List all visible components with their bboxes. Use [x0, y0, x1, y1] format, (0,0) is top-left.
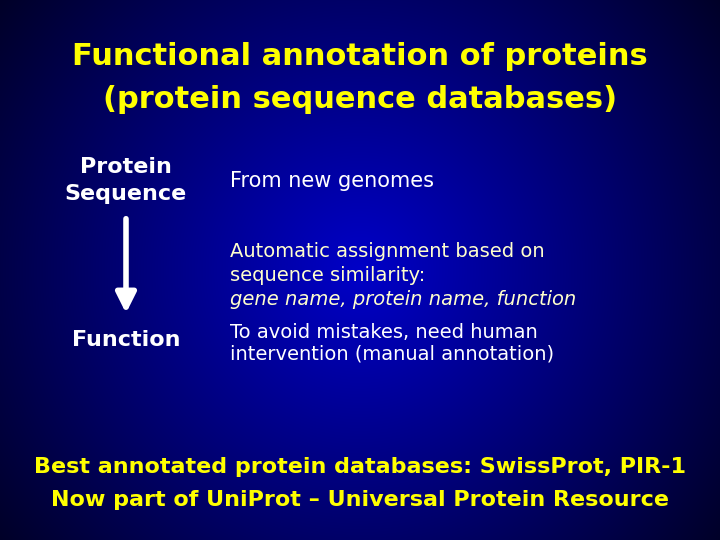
Text: Best annotated protein databases: SwissProt, PIR-1: Best annotated protein databases: SwissP…: [34, 457, 686, 477]
Text: Automatic assignment based on: Automatic assignment based on: [230, 241, 545, 261]
Text: gene name, protein name, function: gene name, protein name, function: [230, 290, 577, 309]
Text: Functional annotation of proteins: Functional annotation of proteins: [72, 42, 648, 71]
Text: To avoid mistakes, need human: To avoid mistakes, need human: [230, 322, 538, 342]
Text: Now part of UniProt – Universal Protein Resource: Now part of UniProt – Universal Protein …: [51, 489, 669, 510]
Text: intervention (manual annotation): intervention (manual annotation): [230, 344, 554, 363]
Text: (protein sequence databases): (protein sequence databases): [103, 85, 617, 114]
Text: sequence similarity:: sequence similarity:: [230, 266, 426, 285]
Text: Sequence: Sequence: [65, 184, 187, 205]
Text: Function: Function: [72, 330, 180, 350]
Text: Protein: Protein: [80, 157, 172, 178]
Text: From new genomes: From new genomes: [230, 171, 434, 191]
